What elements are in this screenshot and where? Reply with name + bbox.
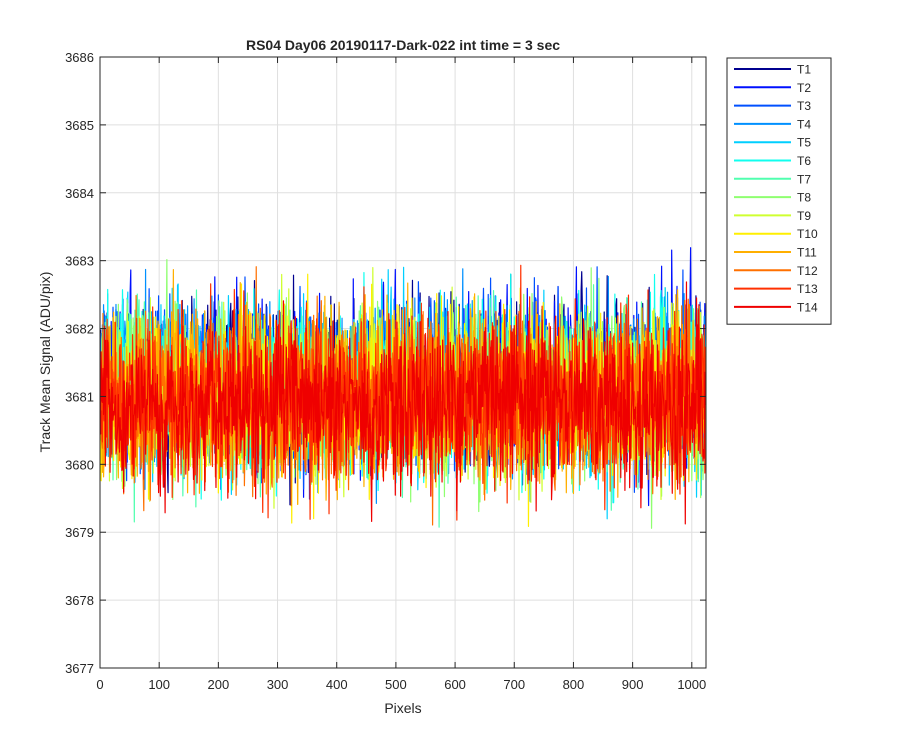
legend-label-t1: T1 [797, 63, 811, 77]
x-tick-label: 800 [563, 677, 585, 692]
series-line-t13 [100, 264, 706, 521]
legend-label-t9: T9 [797, 209, 811, 223]
axis-ticks: 0 100 200 300 400 500 600 700 800 900 1000 3677 3678… [65, 50, 706, 692]
y-tick-label: 3683 [65, 254, 94, 269]
x-tick-label: 0 [96, 677, 103, 692]
legend-label-t3: T3 [797, 99, 811, 113]
x-tick-label: 700 [503, 677, 525, 692]
chart-title: RS04 Day06 20190117-Dark-022 int time = … [246, 37, 560, 53]
series-line-t14 [100, 281, 706, 525]
y-tick-label: 3686 [65, 50, 94, 65]
y-tick-label: 3679 [65, 525, 94, 540]
x-axis-label: Pixels [384, 700, 421, 716]
y-axis-label: Track Mean Signal (ADU/pix) [37, 272, 53, 453]
x-tick-label: 600 [444, 677, 466, 692]
legend-label-t11: T11 [797, 246, 817, 260]
x-tick-label: 1000 [677, 677, 706, 692]
legend-label-t14: T14 [797, 300, 818, 314]
legend-label-t8: T8 [797, 191, 811, 205]
legend-label-t2: T2 [797, 81, 811, 95]
x-tick-label: 300 [267, 677, 289, 692]
legend-label-t13: T13 [797, 282, 818, 296]
legend-label-t12: T12 [797, 264, 818, 278]
x-tick-label: 100 [148, 677, 170, 692]
legend-label-t10: T10 [797, 227, 818, 241]
legend: T1 T2 T3 T4 T5 T6 T7 T8 T9 T10 T11 T12 T13 T14 [726, 57, 832, 325]
series-lines [100, 247, 706, 529]
x-tick-label: 400 [326, 677, 348, 692]
y-tick-label: 3684 [65, 186, 94, 201]
x-tick-label: 500 [385, 677, 407, 692]
legend-box [726, 57, 832, 325]
plot-frame [99, 56, 707, 669]
legend-label-t6: T6 [797, 154, 811, 168]
y-tick-label: 3685 [65, 118, 94, 133]
y-tick-label: 3677 [65, 661, 94, 676]
legend-label-t7: T7 [797, 172, 811, 186]
y-tick-label: 3682 [65, 322, 94, 337]
x-tick-label: 900 [622, 677, 644, 692]
y-tick-label: 3678 [65, 593, 94, 608]
legend-label-t4: T4 [797, 117, 811, 131]
y-tick-label: 3680 [65, 457, 94, 472]
legend-label-t5: T5 [797, 136, 811, 150]
x-tick-label: 200 [208, 677, 230, 692]
y-tick-label: 3681 [65, 389, 94, 404]
